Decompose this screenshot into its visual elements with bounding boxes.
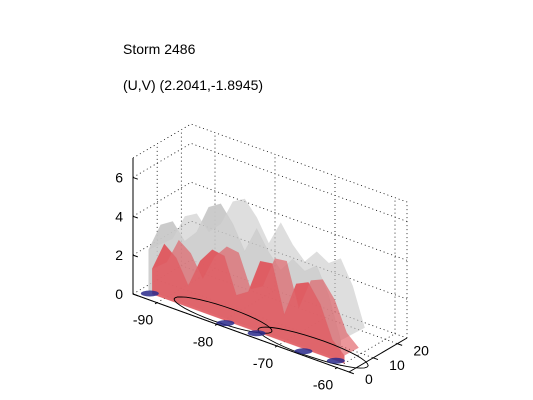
x-tick — [154, 302, 158, 305]
z-tick — [132, 293, 138, 297]
tick-labels: -90 -80 -70 -60 0 10 20 0 2 4 6 — [115, 169, 429, 392]
gridline — [132, 181, 408, 261]
z-tick-label: 2 — [115, 247, 123, 263]
x-tick — [214, 323, 218, 326]
axis-lines — [132, 158, 408, 373]
low-patch — [326, 357, 345, 364]
y-tick-label: 0 — [365, 371, 373, 387]
surfaces — [140, 198, 369, 369]
y-tick-label: 10 — [389, 357, 405, 373]
x-tick-label: -70 — [253, 355, 273, 371]
chart-title: Storm 2486 — [123, 41, 196, 57]
x-tick — [334, 367, 338, 370]
y-tick — [397, 343, 403, 346]
track-ellipse — [173, 296, 273, 334]
z-tick — [132, 215, 138, 219]
z-tick — [132, 176, 138, 180]
y-tick — [372, 357, 379, 361]
gridline — [132, 142, 408, 222]
low-patch — [294, 348, 313, 355]
y-tick — [348, 371, 354, 375]
x-tick-label: -80 — [193, 333, 213, 349]
x-tick-label: -60 — [313, 377, 333, 393]
z-tick — [132, 254, 138, 258]
z-tick-label: 4 — [115, 208, 123, 224]
x-tick — [274, 345, 278, 348]
z-tick-label: 6 — [115, 169, 123, 185]
inner-surface-top — [152, 239, 359, 356]
axes — [132, 158, 408, 375]
low-patch — [140, 290, 159, 297]
low-patch — [247, 330, 266, 337]
box-edge — [132, 123, 408, 338]
low-patch — [216, 320, 235, 327]
x-tick-label: -90 — [133, 312, 153, 328]
chart-subtitle: (U,V) (2.2041,-1.8945) — [123, 77, 264, 93]
y-tick-label: 20 — [413, 343, 429, 359]
z-tick-label: 0 — [115, 286, 123, 302]
